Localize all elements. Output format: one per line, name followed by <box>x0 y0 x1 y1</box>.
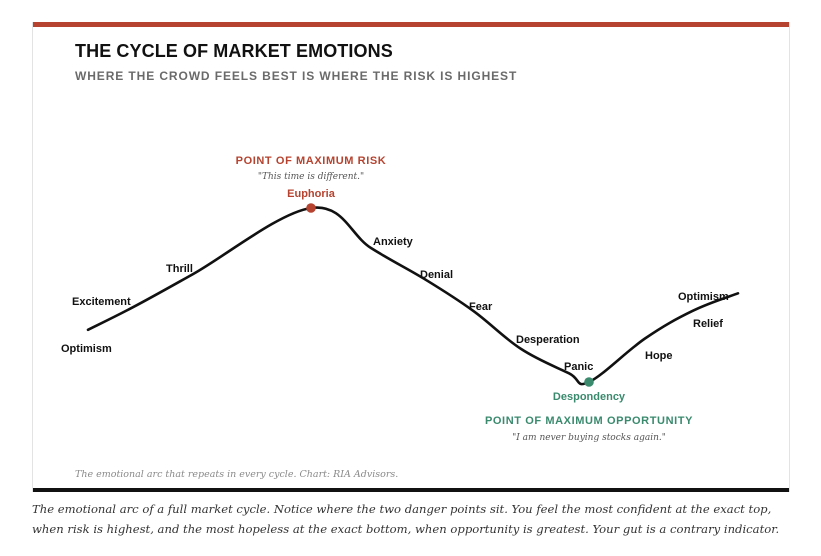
stage-label-fear: Fear <box>469 301 493 313</box>
chart-footnote: The emotional arc that repeats in every … <box>75 469 399 480</box>
stage-label-thrill: Thrill <box>166 263 193 275</box>
annotation-max-risk-quote: "This time is different." <box>258 172 364 182</box>
top-accent-rule <box>33 22 789 27</box>
figure-caption: The emotional arc of a full market cycle… <box>32 502 780 536</box>
annotation-max-risk: POINT OF MAXIMUM RISK <box>236 155 387 167</box>
stage-label-excitement: Excitement <box>72 296 131 308</box>
chart-subtitle: WHERE THE CROWD FEELS BEST IS WHERE THE … <box>75 69 518 83</box>
euphoria-marker <box>306 203 316 213</box>
bottom-rule <box>33 488 789 492</box>
stage-label-despondency: Despondency <box>553 391 626 403</box>
annotation-max-opportunity-quote: "I am never buying stocks again." <box>512 433 666 443</box>
annotation-max-opportunity: POINT OF MAXIMUM OPPORTUNITY <box>485 415 693 427</box>
stage-label-optimism-start: Optimism <box>61 343 112 355</box>
stage-label-hope: Hope <box>645 350 673 362</box>
stage-label-desperation: Desperation <box>516 334 580 346</box>
chart-title: THE CYCLE OF MARKET EMOTIONS <box>75 41 393 61</box>
stage-label-anxiety: Anxiety <box>373 236 414 248</box>
stage-label-optimism-end: Optimism <box>678 291 729 303</box>
stage-label-euphoria: Euphoria <box>287 188 336 200</box>
stage-label-panic: Panic <box>564 361 593 373</box>
emotion-curve-line <box>86 206 740 386</box>
stage-label-relief: Relief <box>693 318 723 330</box>
chart-card: THE CYCLE OF MARKET EMOTIONS WHERE THE C… <box>32 22 790 492</box>
stage-label-denial: Denial <box>420 269 453 281</box>
despondency-marker <box>584 377 594 387</box>
emotion-cycle-chart: Optimism Excitement Thrill Euphoria Anxi… <box>61 155 740 443</box>
